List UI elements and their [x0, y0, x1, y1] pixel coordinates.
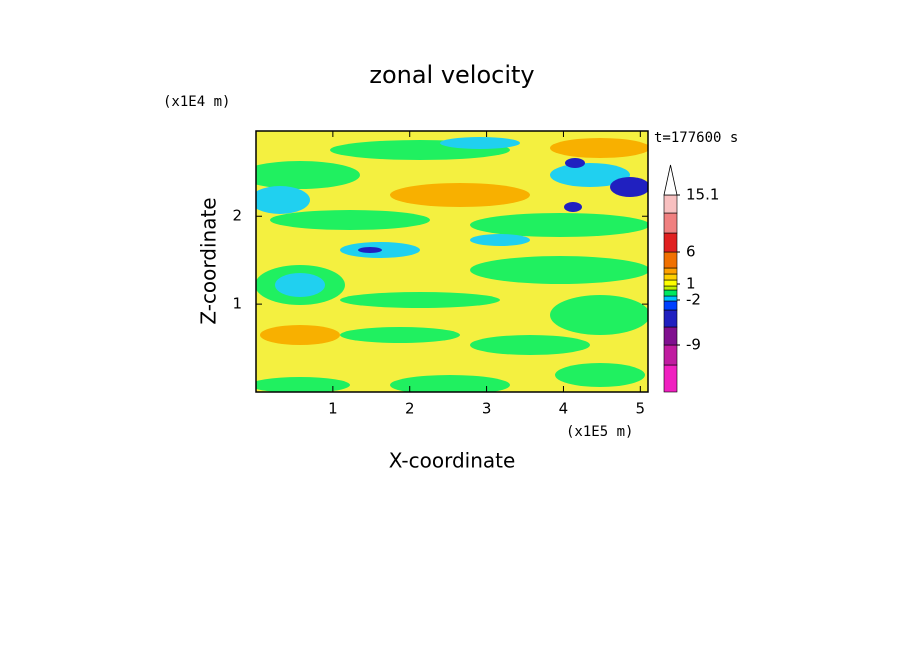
y-tick-label: 2: [232, 207, 242, 225]
colorbar-swatch: [663, 194, 678, 214]
y-axis-label: Z-coordinate: [197, 197, 221, 324]
colorbar-swatch: [663, 295, 678, 302]
x-tick-label: 4: [559, 400, 569, 418]
colorbar-swatch: [663, 300, 678, 311]
contour-fill: [390, 183, 530, 207]
colorbar-swatch: [663, 285, 678, 291]
x-unit: (x1E5 m): [566, 424, 633, 440]
contour-fill: [340, 292, 500, 308]
colorbar-swatch: [663, 326, 678, 346]
y-tick-label: 1: [232, 295, 242, 313]
colorbar-swatch: [663, 289, 678, 297]
contour-fill: [470, 234, 530, 246]
colorbar-label: -9: [686, 336, 701, 354]
colorbar-swatch: [663, 251, 678, 269]
contour-fill: [275, 273, 325, 297]
contour-fill: [340, 327, 460, 343]
colorbar-label: 1: [686, 275, 696, 293]
contour-fill: [550, 163, 630, 187]
contour-fill: [256, 186, 310, 214]
contour-fill: [610, 177, 648, 197]
x-tick-label: 3: [482, 400, 492, 418]
contour-fill: [390, 375, 510, 392]
x-axis-label: X-coordinate: [389, 449, 516, 473]
contour-fill: [440, 137, 520, 149]
colorbar-swatch: [663, 279, 678, 287]
colorbar-swatch: [663, 212, 678, 234]
contour-fill: [270, 210, 430, 230]
x-tick-label: 1: [328, 400, 338, 418]
contour-fill: [358, 247, 382, 253]
contour-fill: [470, 256, 648, 284]
chart-title: zonal velocity: [369, 61, 534, 89]
y-unit: (x1E4 m): [163, 94, 230, 110]
x-tick-label: 2: [405, 400, 415, 418]
contour-fill: [565, 158, 585, 168]
contour-fill: [470, 335, 590, 355]
contour-fill: [555, 363, 645, 387]
colorbar-swatch: [663, 344, 678, 366]
colorbar-swatch: [663, 309, 678, 328]
contour-fill: [256, 161, 360, 189]
contour-fill: [260, 325, 340, 345]
colorbar-swatch: [663, 273, 678, 281]
time-annotation: t=177600 s: [654, 130, 738, 146]
colorbar-swatch: [663, 364, 678, 393]
colorbar-label: 15.1: [686, 186, 719, 204]
colorbar-swatch: [663, 267, 678, 275]
contour-fill: [550, 138, 648, 158]
colorbar-label: 6: [686, 243, 696, 261]
colorbar-arrow: [663, 164, 678, 196]
colorbar-label: -2: [686, 291, 701, 309]
contour-fill: [256, 377, 350, 392]
plot-frame: [255, 130, 649, 393]
contour-field: [256, 131, 648, 392]
contour-fill: [470, 213, 648, 237]
colorbar-swatch: [663, 232, 678, 253]
contour-fill: [564, 202, 582, 212]
x-tick-label: 5: [636, 400, 646, 418]
contour-fill: [550, 295, 648, 335]
